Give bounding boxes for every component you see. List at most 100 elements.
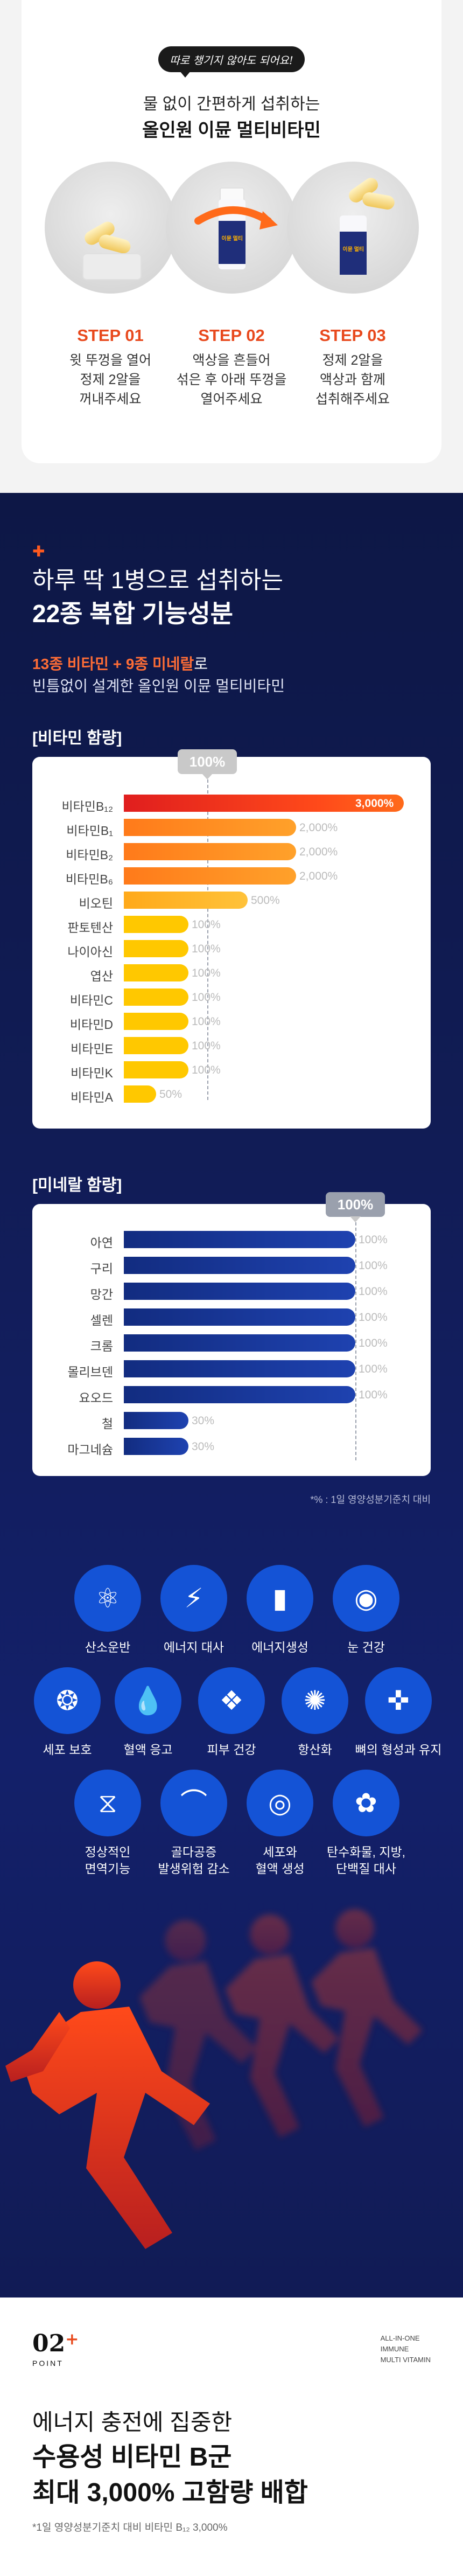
benefit-item: ▮ 에너지생성 (232, 1565, 328, 1656)
benefit-item: ✜ 뼈의 형성과 유지 (350, 1667, 447, 1758)
benefit-item: ◉ 눈 건강 (318, 1565, 415, 1656)
brand-number: 02 (32, 2330, 66, 2357)
brand-plus: + (65, 2330, 79, 2349)
bar-value: 100% (359, 1311, 388, 1324)
bottle-text: 이뮨 멀티 (221, 236, 243, 242)
eye-icon: ◉ (333, 1565, 399, 1632)
bar (124, 1360, 355, 1377)
bar-label: 비오틴 (79, 896, 113, 910)
bottle-text: 이뮨 멀티 (342, 247, 364, 253)
bar-value: 100% (359, 1259, 388, 1272)
mineral-chart: 100% 아연 100% 구리 100% 망간 100% 셀렌 100% 크롬 100% 몰리브덴 10… (32, 1192, 431, 1476)
bar-value: 100% (359, 1389, 388, 1401)
blood-cell-icon: ◎ (247, 1770, 313, 1836)
bar-value: 100% (192, 1064, 221, 1076)
bar-value: 3,000% (355, 797, 394, 810)
step-3-label: STEP 03 (319, 326, 386, 345)
intro-title: 올인원 이뮨 멀티비타민 (142, 120, 321, 141)
runner-figure (5, 1961, 210, 2249)
bar-label: 비타민B₂ (66, 848, 113, 862)
bar-value: 100% (192, 943, 221, 955)
bar-value: 500% (251, 894, 280, 907)
dna-icon: ⧖ (74, 1770, 141, 1836)
bar-label: 비타민B₁₂ (61, 799, 113, 813)
bar (124, 795, 404, 812)
section-sub-1: 13종 비타민 + 9종 미네랄로 (32, 652, 208, 674)
benefit-label: 혈액 응고 (123, 1743, 173, 1757)
bar-label: 나이아신 (67, 945, 113, 959)
bar-value: 100% (359, 1234, 388, 1246)
bar-label: 요오드 (79, 1391, 113, 1405)
bottom-line-2: 수용성 비타민 B군 (32, 2443, 232, 2471)
bottom-note: *1일 영양성분기준치 대비 비타민 B₁₂ 3,000% (32, 2522, 228, 2533)
battery-icon: ▮ (247, 1565, 313, 1632)
highlight-text: 13종 비타민 + 9종 미네랄 (32, 656, 194, 672)
bar-value: 100% (359, 1363, 388, 1375)
bar-label: 망간 (90, 1287, 113, 1301)
reference-line (355, 1222, 356, 1460)
bar (124, 1438, 188, 1455)
bar-label: 비타민A (71, 1090, 113, 1104)
vitamin-chart: 100% 비타민B₁₂ 3,000% 비타민B₁ 2,000% 비타민B₂ 2,000% 비타… (32, 749, 431, 1129)
steps-section: 따로 챙기지 않아도 되어요! 물 없이 간편하게 섭취하는 올인원 이뮨 멀티… (0, 0, 463, 493)
bar-value: 100% (192, 1040, 221, 1052)
brand-logo: 02+ (32, 2330, 79, 2357)
bar-value: 100% (192, 991, 221, 1004)
reference-badge: 100% (178, 749, 237, 779)
section-sub-2: 빈틈없이 설계한 올인원 이뮨 멀티비타민 (32, 678, 285, 694)
bar-label: 아연 (90, 1236, 113, 1250)
benefit-label: 세포와 혈액 생성 (255, 1845, 305, 1876)
step-3: 이뮨 멀티 STEP 03 정제 2알을 액상과 함께 섭취해주세요 (285, 162, 420, 409)
cell-icon: ❂ (34, 1667, 101, 1734)
bar-value: 2,000% (299, 870, 338, 882)
benefit-label: 정상적인 면역기능 (85, 1845, 131, 1876)
bar (124, 1231, 355, 1248)
bar (124, 819, 296, 836)
bottom-section: 02+ POINT ALL-IN-ONE IMMUNE MULTI VITAMI… (0, 2297, 463, 2576)
benefit-item: ✿ 탄수화물, 지방, 단백질 대사 (318, 1770, 415, 1877)
bar (124, 892, 248, 909)
bar (124, 867, 296, 885)
bar (124, 1334, 355, 1352)
speech-tag: 따로 챙기지 않아도 되어요! (158, 46, 305, 78)
benefit-label: 뼈의 형성과 유지 (355, 1743, 442, 1757)
bar-label: 비타민B₁ (66, 824, 113, 838)
reference-line (207, 779, 208, 1100)
bar-value: 30% (192, 1415, 215, 1427)
step-1: STEP 01 윗 뚜껑을 열어 정제 2알을 꺼내주세요 (43, 162, 178, 409)
bar (124, 964, 188, 981)
bar-label: 마그네슘 (67, 1443, 113, 1457)
benefit-label: 눈 건강 (347, 1640, 385, 1654)
benefit-label: 에너지 대사 (163, 1640, 225, 1654)
bar-label: 비타민K (71, 1066, 113, 1080)
joint-icon: ⌒ (160, 1770, 227, 1836)
reference-badge: 100% (326, 1192, 385, 1222)
bar-label: 몰리브덴 (67, 1365, 113, 1379)
step-2-desc: 액상을 흔들어 섞은 후 아래 뚜껑을 열어주세요 (176, 353, 287, 407)
step-3-image: 이뮨 멀티 (286, 162, 419, 294)
bar-label: 비타민D (69, 1018, 113, 1032)
step-1-label: STEP 01 (77, 326, 144, 345)
bar-value: 100% (359, 1285, 388, 1298)
ingredients-section: ✚ 하루 딱 1병으로 섭취하는 22종 복합 기능성분 13종 비타민 + 9… (0, 493, 463, 2297)
benefit-item: ◎ 세포와 혈액 생성 (232, 1770, 328, 1877)
benefit-label: 산소운반 (85, 1640, 131, 1654)
tablet-icon (361, 191, 396, 211)
plus-icon: ✚ (32, 543, 45, 560)
brand-sub: POINT (32, 2359, 64, 2368)
bar (124, 843, 296, 860)
tablet-icon (97, 233, 132, 255)
bar (124, 988, 188, 1006)
bar-label: 비타민C (69, 993, 113, 1007)
benefit-label: 세포 보호 (43, 1743, 92, 1757)
bar-label: 크롬 (90, 1339, 113, 1353)
bar (124, 1257, 355, 1274)
mineral-label: [미네랄 함량] (32, 1176, 122, 1194)
bar-label: 비타민B₆ (65, 872, 113, 886)
footnote: *% : 1일 영양성분기준치 대비 (310, 1494, 431, 1505)
highlight-suffix: 로 (194, 656, 208, 672)
bone-icon: ✜ (365, 1667, 432, 1734)
benefit-item: ⚛ 산소운반 (59, 1565, 156, 1656)
benefit-item: ⚡ 에너지 대사 (145, 1565, 242, 1656)
bar-value: 30% (192, 1440, 215, 1453)
